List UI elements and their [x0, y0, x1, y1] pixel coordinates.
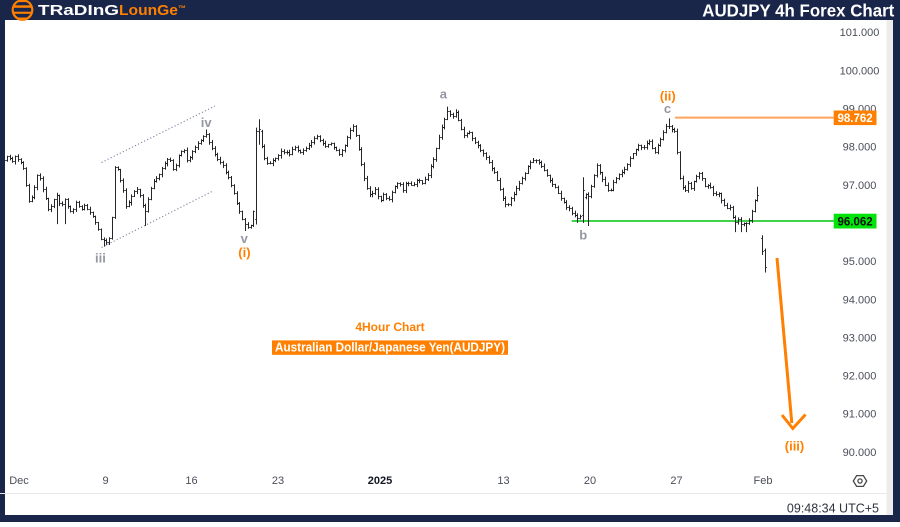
svg-text:95.000: 95.000 — [843, 256, 877, 268]
svg-text:20: 20 — [584, 475, 596, 487]
svg-text:(ii): (ii) — [660, 88, 676, 103]
svg-text:13: 13 — [497, 475, 509, 487]
svg-text:94.000: 94.000 — [843, 294, 877, 306]
svg-text:a: a — [440, 86, 448, 101]
svg-text:98.000: 98.000 — [843, 142, 877, 154]
svg-text:Australian Dollar/Japanese Yen: Australian Dollar/Japanese Yen(AUDJPY) — [275, 341, 505, 355]
svg-text:27: 27 — [670, 475, 682, 487]
svg-text:101.000: 101.000 — [840, 27, 880, 39]
svg-text:23: 23 — [272, 475, 284, 487]
svg-text:TRaDInGLounGe™: TRaDInGLounGe™ — [38, 3, 186, 19]
svg-text:98.762: 98.762 — [838, 113, 873, 125]
svg-text:93.000: 93.000 — [843, 332, 877, 344]
svg-text:Dec: Dec — [9, 475, 29, 487]
svg-text:9: 9 — [102, 475, 108, 487]
svg-text:v: v — [241, 231, 249, 246]
svg-text:16: 16 — [185, 475, 197, 487]
svg-text:97.000: 97.000 — [843, 180, 877, 192]
svg-text:100.000: 100.000 — [840, 65, 880, 77]
svg-text:96.062: 96.062 — [838, 216, 873, 228]
svg-text:4Hour Chart: 4Hour Chart — [355, 320, 424, 334]
svg-text:90.000: 90.000 — [843, 447, 877, 459]
svg-text:2025: 2025 — [368, 475, 392, 487]
svg-text:(i): (i) — [238, 245, 250, 260]
svg-text:AUDJPY 4h Forex Chart: AUDJPY 4h Forex Chart — [702, 0, 894, 20]
svg-text:91.000: 91.000 — [843, 409, 877, 421]
svg-text:(iii): (iii) — [785, 439, 805, 454]
svg-text:iv: iv — [201, 115, 213, 130]
svg-text:c: c — [664, 101, 671, 116]
svg-text:iii: iii — [95, 251, 106, 266]
svg-text:92.000: 92.000 — [843, 371, 877, 383]
svg-text:Feb: Feb — [754, 475, 773, 487]
svg-text:b: b — [579, 227, 587, 242]
svg-text:09:48:34 UTC+5: 09:48:34 UTC+5 — [787, 502, 879, 516]
